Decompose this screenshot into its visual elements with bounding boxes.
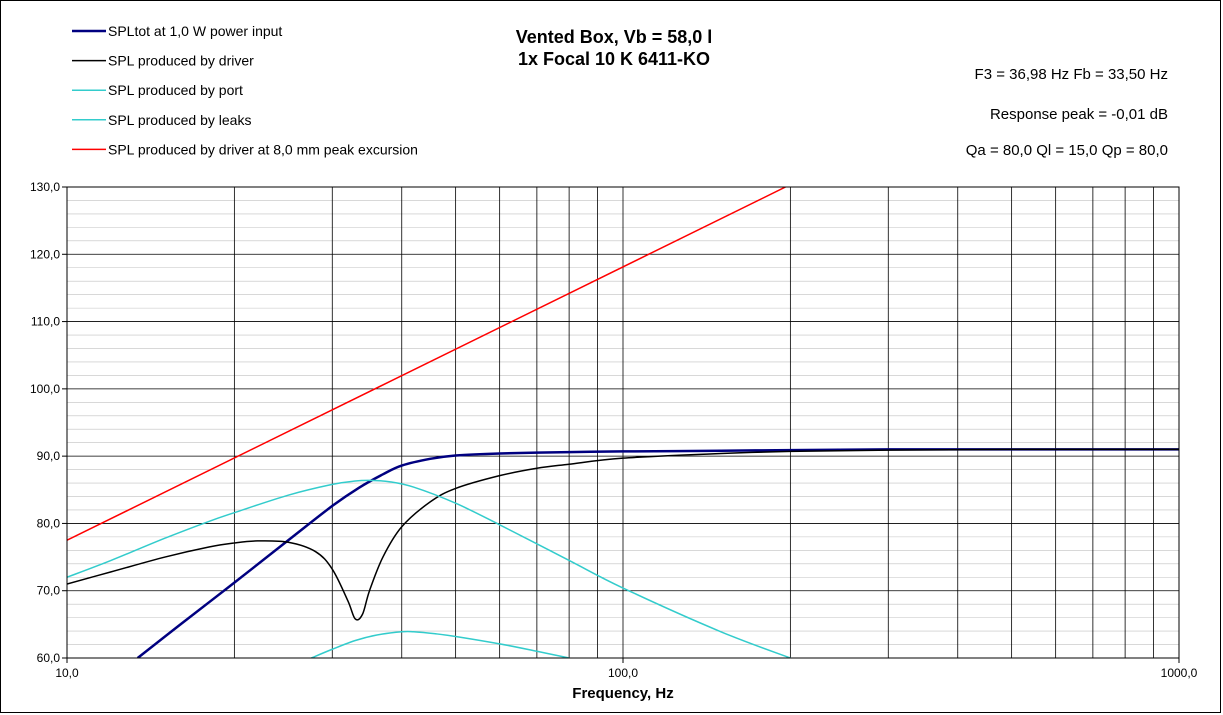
series-line-1 xyxy=(136,448,1179,658)
y-tick-label: 100,0 xyxy=(30,382,60,396)
legend: SPLtot at 1,0 W power input SPL produced … xyxy=(72,23,418,157)
y-tick-label: 60,0 xyxy=(37,651,61,665)
legend-label: SPL produced by port xyxy=(108,82,243,98)
x-tick-label: 1000,0 xyxy=(1161,666,1198,680)
series-line-3 xyxy=(67,479,791,658)
info-q-values: Qa = 80,0 Ql = 15,0 Qp = 80,0 xyxy=(966,142,1168,159)
info-response-peak: Response peak = -0,01 dB xyxy=(990,106,1168,123)
chart-title-line-1: Vented Box, Vb = 58,0 l xyxy=(516,27,713,47)
y-tick-label: 70,0 xyxy=(37,584,61,598)
legend-label: SPL produced by driver at 8,0 mm peak ex… xyxy=(108,141,418,157)
x-tick-label: 10,0 xyxy=(55,666,79,680)
legend-label: SPLtot at 1,0 W power input xyxy=(108,23,282,39)
legend-label: SPL produced by leaks xyxy=(108,112,251,128)
y-tick-label: 110,0 xyxy=(31,315,60,329)
series-line-5 xyxy=(67,187,786,541)
axis-ticks: 60,0 70,0 80,0 90,0 100,0 110,0 120,0 130,0 10,0… xyxy=(30,180,1198,680)
x-tick-label: 100,0 xyxy=(608,666,638,680)
y-tick-label: 130,0 xyxy=(30,180,60,194)
y-tick-label: 90,0 xyxy=(37,449,61,463)
series-lines xyxy=(67,187,1179,658)
legend-label: SPL produced by driver xyxy=(108,53,254,69)
series-line-2 xyxy=(67,448,1179,621)
y-tick-label: 120,0 xyxy=(30,247,60,261)
chart-title-line-2: 1x Focal 10 K 6411-KO xyxy=(518,49,710,69)
info-f3-fb: F3 = 36,98 Hz Fb = 33,50 Hz xyxy=(975,66,1168,83)
series-line-4 xyxy=(310,630,570,658)
y-tick-label: 80,0 xyxy=(37,516,61,530)
x-axis-title: Frequency, Hz xyxy=(572,685,673,702)
